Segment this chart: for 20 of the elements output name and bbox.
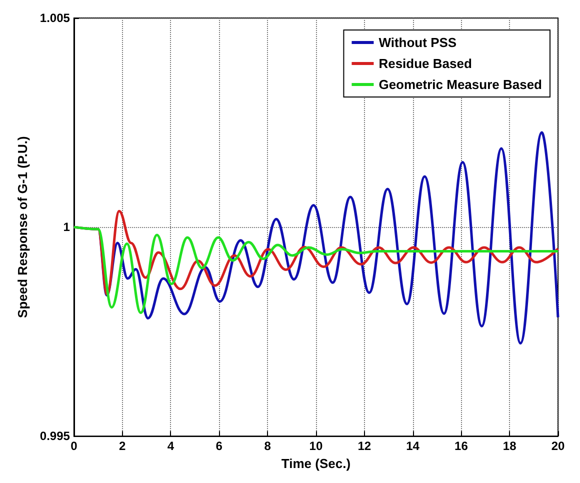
x-tick-label: 18 (502, 439, 517, 454)
x-axis-title: Time (Sec.) (281, 456, 351, 471)
line-series (72, 226, 560, 314)
legend-label: Without PSS (378, 35, 457, 50)
x-tick-label: 0 (70, 439, 78, 454)
x-tick-label: 10 (309, 439, 323, 454)
legend-label: Geometric Measure Based (378, 77, 542, 92)
x-tick-label: 4 (167, 439, 174, 454)
y-tick-label: 1 (63, 220, 70, 234)
y-axis-title: Speed Response of G-1 (P.U.) (15, 136, 30, 318)
legend-label: Residue Based (378, 56, 472, 71)
x-tick-label: 20 (551, 439, 565, 454)
y-tick-label: 0.995 (40, 429, 70, 444)
x-tick-label: 2 (118, 439, 126, 454)
x-tick-label: 12 (358, 439, 372, 454)
x-tick-label: 16 (454, 439, 468, 454)
x-tick-label: 6 (216, 439, 223, 454)
y-tick-label: 1.005 (40, 11, 70, 25)
x-tick-label: 8 (264, 439, 272, 454)
x-tick-label: 14 (406, 439, 420, 454)
